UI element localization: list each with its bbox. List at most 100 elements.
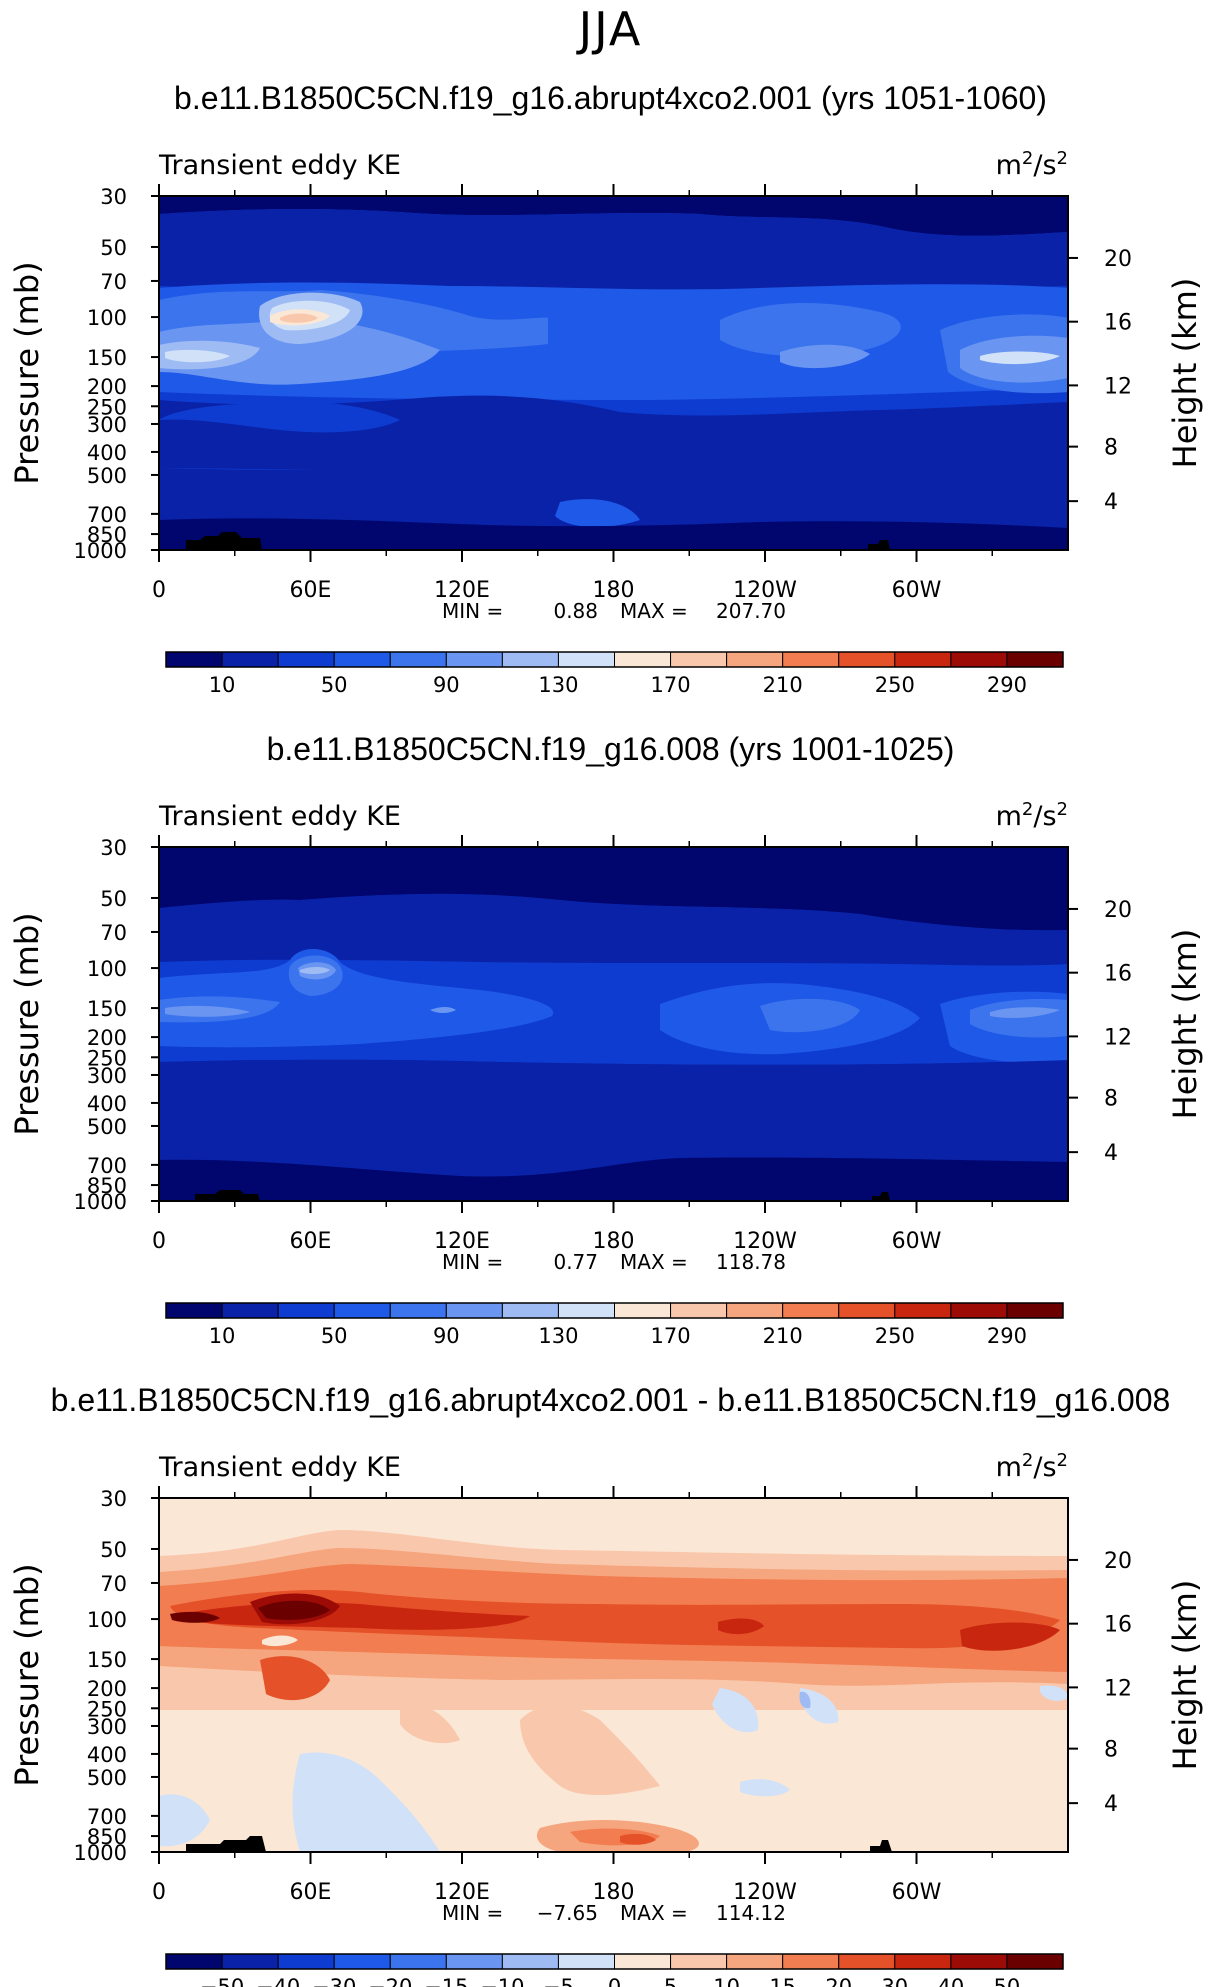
- panel-1-title: b.e11.B1850C5CN.f19_g16.abrupt4xco2.001 …: [174, 80, 1047, 116]
- pressure-tick-label: 150: [87, 346, 127, 370]
- lon-tick-label: 0: [152, 578, 166, 603]
- min-label: MIN =: [442, 1901, 503, 1925]
- colorbar-swatch: [501, 1302, 559, 1319]
- colorbar-swatch: [782, 1953, 840, 1970]
- lon-tick-label: 60W: [892, 1880, 942, 1905]
- colorbar: −50 −40 −30 −20 −15 −10 −5 0 5 10 15 20 30 40 50: [165, 1953, 1064, 1987]
- colorbar-swatch: [1006, 1302, 1064, 1319]
- colorbar-label: 5: [664, 1975, 677, 1987]
- colorbar-label: 90: [433, 673, 460, 697]
- pressure-tick-label: 400: [87, 1743, 127, 1767]
- pressure-tick-label: 700: [87, 1805, 127, 1829]
- colorbar: 10 50 90 130 170 210 250 290: [165, 1302, 1064, 1348]
- colorbar-swatch: [894, 1302, 952, 1319]
- pressure-tick-label: 1000: [74, 539, 127, 563]
- units-mid: /s: [1033, 801, 1056, 832]
- units-sup: 2: [1022, 1450, 1033, 1471]
- units-label: m2/s2: [996, 799, 1068, 832]
- colorbar-label: 20: [825, 1975, 852, 1987]
- colorbar-swatch: [557, 1953, 615, 1970]
- lon-tick-label: 120E: [434, 578, 490, 603]
- pressure-tick-label: 1000: [74, 1190, 127, 1214]
- max-value: 114.12: [716, 1901, 786, 1925]
- units-label: m2/s2: [996, 148, 1068, 181]
- units-sup: 2: [1022, 148, 1033, 169]
- colorbar-swatch: [894, 651, 952, 668]
- colorbar-label: 10: [209, 673, 236, 697]
- lon-tick-label: 180: [593, 1880, 635, 1905]
- colorbar-label: 130: [538, 1324, 578, 1348]
- colorbar-frame: [165, 1953, 1064, 1970]
- min-label: MIN =: [442, 1250, 503, 1274]
- y-axis-label-left: Pressure (mb): [8, 261, 46, 484]
- colorbar-swatch: [838, 1302, 896, 1319]
- colorbar-swatch: [950, 651, 1008, 668]
- colorbar-swatch: [950, 1953, 1008, 1970]
- lon-tick-label: 60E: [290, 578, 332, 603]
- colorbar-swatch: [445, 1953, 503, 1970]
- colorbar-swatch: [165, 1302, 223, 1319]
- colorbar-label: 10: [713, 1975, 740, 1987]
- lon-tick-label: 120W: [733, 578, 797, 603]
- colorbar-swatch: [277, 1953, 335, 1970]
- colorbar-swatch: [782, 651, 840, 668]
- pressure-tick-label: 400: [87, 1092, 127, 1116]
- panel-subtitle: Transient eddy KE: [158, 150, 401, 181]
- pressure-tick-label: 300: [87, 1064, 127, 1088]
- panel-2-axes: Transient eddy KE m2/s2305070100150200250…: [8, 799, 1204, 1348]
- colorbar-swatch: [333, 651, 391, 668]
- lon-tick-label: 60E: [290, 1229, 332, 1254]
- lon-tick-label: 120E: [434, 1880, 490, 1905]
- lon-tick-label: 120E: [434, 1229, 490, 1254]
- lon-tick-label: 180: [593, 578, 635, 603]
- min-value: 0.77: [553, 1250, 598, 1274]
- pressure-tick-label: 850: [87, 1825, 127, 1849]
- colorbar-swatch: [389, 1953, 447, 1970]
- pressure-tick-label: 400: [87, 441, 127, 465]
- y-axis-label-left: Pressure (mb): [8, 1563, 46, 1786]
- pressure-tick-label: 250: [87, 1697, 127, 1721]
- colorbar-swatch: [670, 1302, 728, 1319]
- pressure-tick-label: 100: [87, 957, 127, 981]
- min-value: −7.65: [537, 1901, 598, 1925]
- colorbar-swatch: [614, 1953, 672, 1970]
- colorbar-swatch: [782, 1302, 840, 1319]
- colorbar-swatch: [389, 651, 447, 668]
- pressure-tick-label: 850: [87, 523, 127, 547]
- pressure-tick-label: 500: [87, 464, 127, 488]
- height-tick-label: 4: [1104, 1141, 1118, 1166]
- colorbar-swatch: [726, 651, 784, 668]
- colorbar-swatch: [894, 1953, 952, 1970]
- colorbar-label: −15: [424, 1975, 468, 1987]
- colorbar-label: 170: [651, 1324, 691, 1348]
- pressure-tick-label: 700: [87, 1154, 127, 1178]
- pressure-tick-label: 30: [100, 836, 127, 860]
- units-sup2: 2: [1057, 1450, 1068, 1471]
- colorbar-frame: [165, 651, 1064, 668]
- colorbar-label: 290: [987, 1324, 1027, 1348]
- colorbar-swatch: [165, 651, 223, 668]
- colorbar-swatch: [221, 1953, 279, 1970]
- pressure-tick-label: 500: [87, 1766, 127, 1790]
- colorbar-swatch: [389, 1302, 447, 1319]
- panel-2-contour-field: [159, 847, 1068, 1201]
- colorbar-label: 15: [769, 1975, 796, 1987]
- pressure-tick-label: 300: [87, 1715, 127, 1739]
- colorbar-label: −10: [480, 1975, 524, 1987]
- colorbar-swatch: [614, 651, 672, 668]
- colorbar-label: 170: [651, 673, 691, 697]
- pressure-tick-label: 30: [100, 1487, 127, 1511]
- colorbar-swatch: [950, 1302, 1008, 1319]
- height-tick-label: 16: [1104, 962, 1132, 987]
- colorbar-swatch: [221, 651, 279, 668]
- lon-tick-label: 0: [152, 1880, 166, 1905]
- colorbar-label: 210: [763, 1324, 803, 1348]
- panel-subtitle: Transient eddy KE: [158, 1452, 401, 1483]
- units-sup: 2: [1022, 799, 1033, 820]
- units-mid: /s: [1033, 1452, 1056, 1483]
- colorbar-label: 50: [321, 673, 348, 697]
- colorbar-swatch: [670, 651, 728, 668]
- colorbar-swatch: [838, 1953, 896, 1970]
- lon-tick-label: 180: [593, 1229, 635, 1254]
- pressure-tick-label: 150: [87, 1648, 127, 1672]
